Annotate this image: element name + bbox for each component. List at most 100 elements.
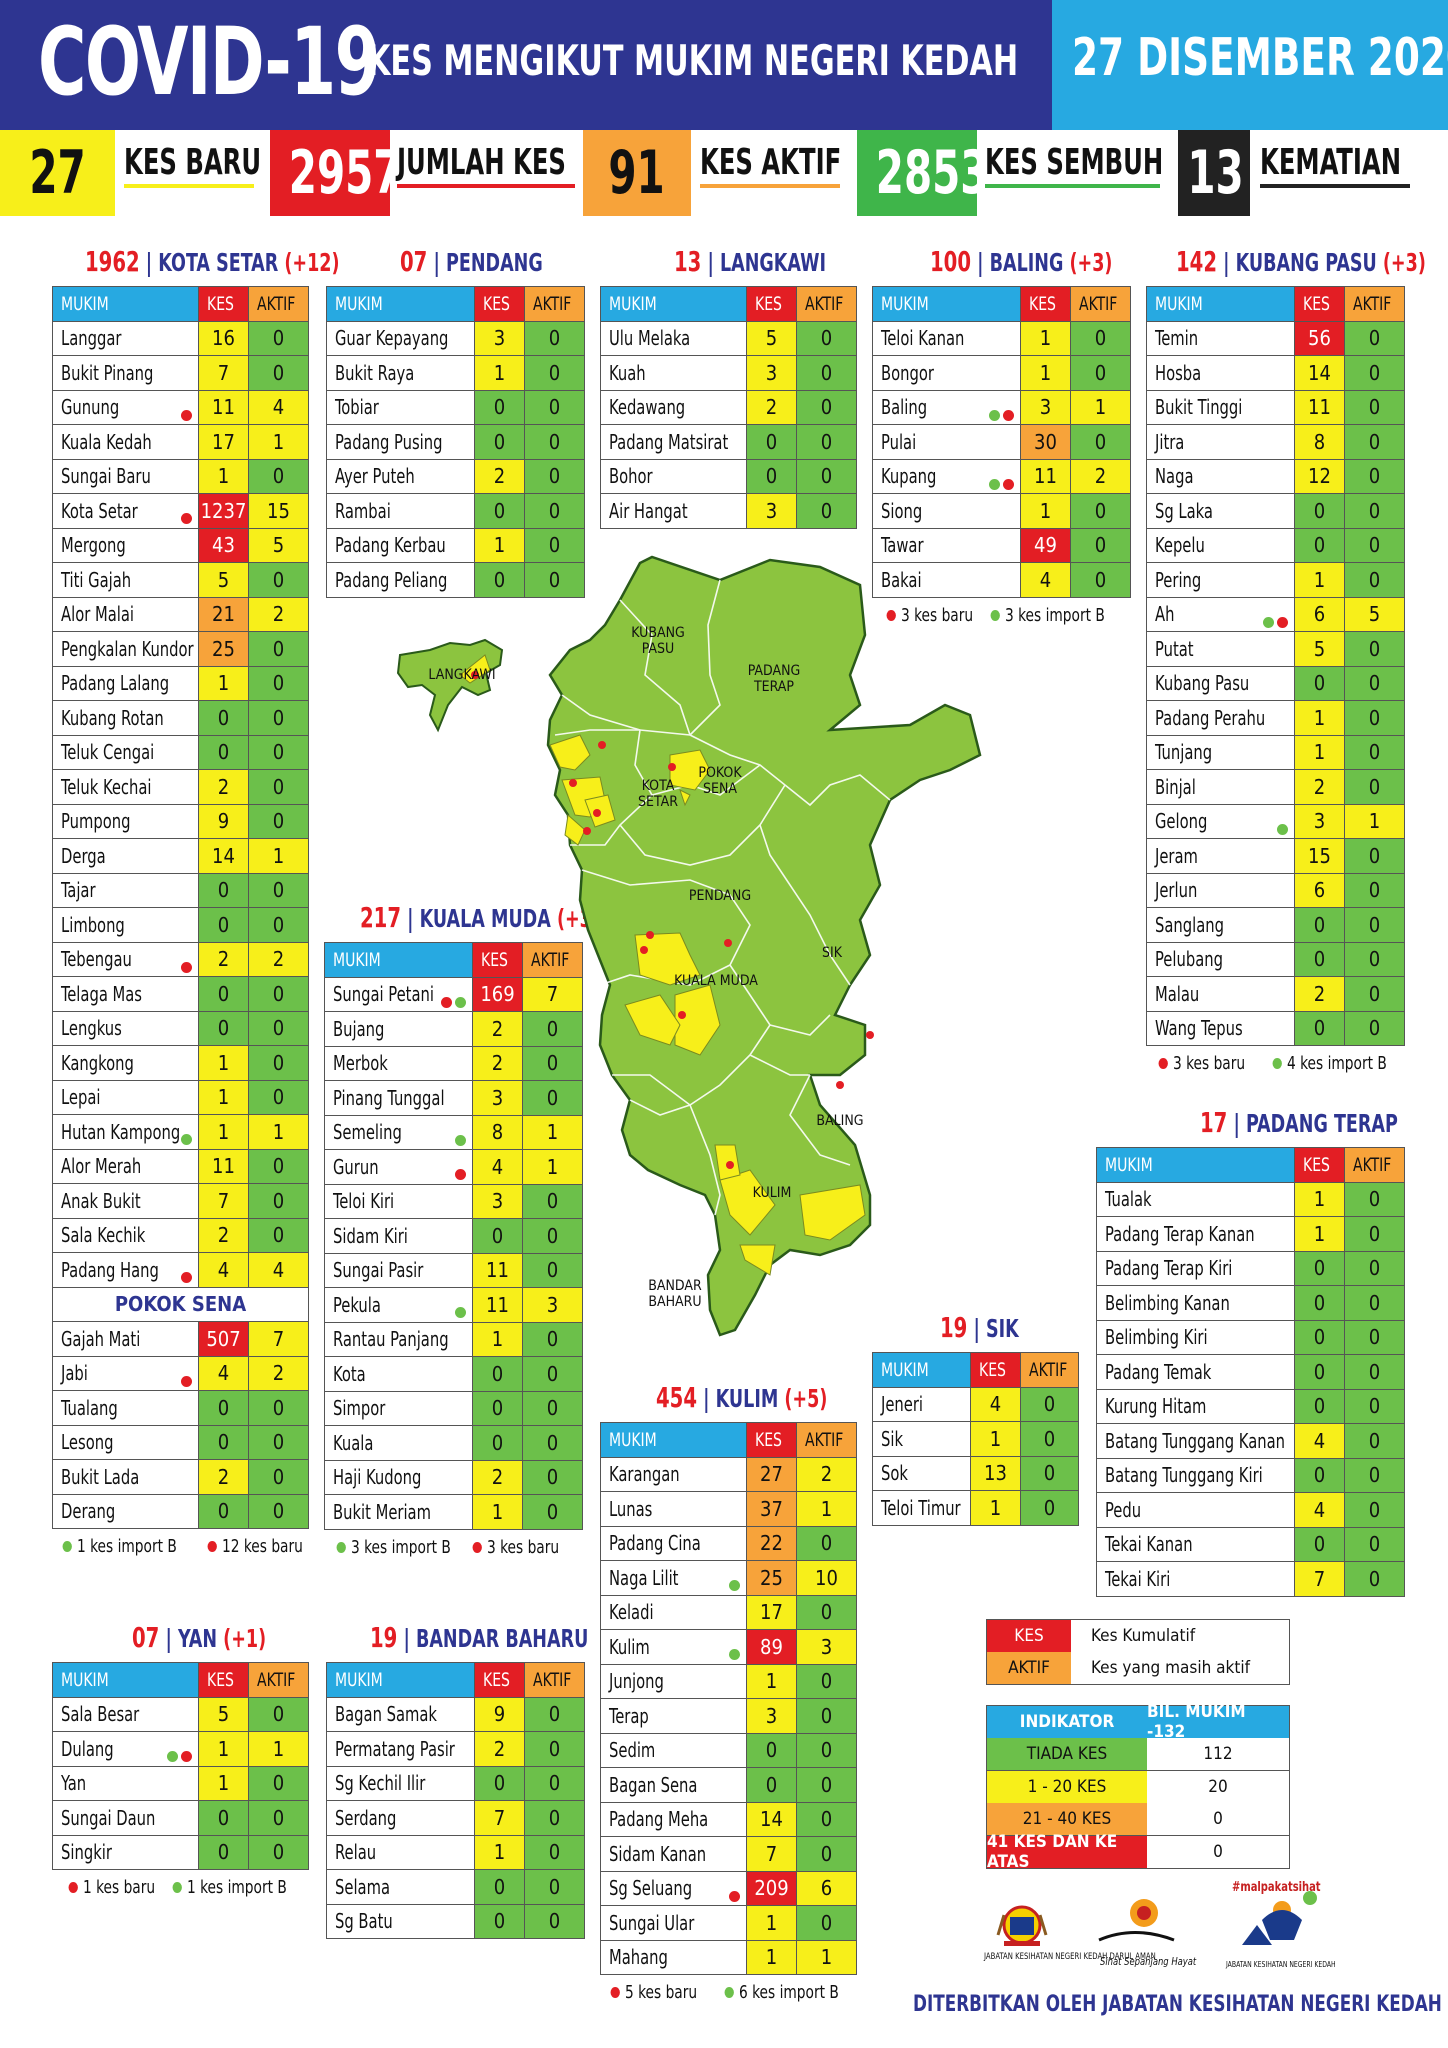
aktif-value: 0 <box>1344 941 1405 977</box>
kes-value: 0 <box>198 1390 249 1426</box>
mukim-name: Padang Hang <box>52 1252 199 1288</box>
kes-value: 0 <box>198 734 249 770</box>
table-row: Alor Merah 11 0 <box>52 1148 309 1184</box>
district-title-kubang_pasu: 142 | KUBANG PASU (+3) <box>1176 245 1426 278</box>
kes-value: 0 <box>198 1493 249 1529</box>
aktif-value: 0 <box>248 1493 309 1529</box>
aktif-value: 0 <box>522 1494 583 1530</box>
mukim-name: Bujang <box>324 1011 473 1047</box>
district-table-langkawi: MUKIM KES AKTIF Ulu Melaka 5 0 Kuah 3 0 Kedawang 2… <box>600 286 857 529</box>
aktif-value: 0 <box>1344 838 1405 874</box>
aktif-value: 0 <box>248 1045 309 1081</box>
aktif-value: 0 <box>524 458 585 494</box>
mukim-name: Kubang Pasu <box>1146 665 1295 701</box>
aktif-value: 0 <box>524 355 585 391</box>
table-row: Batang Tunggang Kanan 4 0 <box>1096 1423 1405 1459</box>
kes-value: 0 <box>1294 941 1345 977</box>
district-title-sik: 19 | SIK <box>940 1311 1019 1344</box>
indicator-value: 0 <box>1147 1835 1289 1868</box>
kes-value: 43 <box>198 527 249 563</box>
col-header-aktif: AKTIF <box>524 286 585 322</box>
mukim-name: Anak Bukit <box>52 1183 199 1219</box>
table-row: Bukit Lada 2 0 <box>52 1459 309 1495</box>
aktif-value: 0 <box>248 1765 309 1801</box>
mukim-name: Sedim <box>600 1732 747 1768</box>
aktif-value: 0 <box>796 1836 857 1872</box>
kes-value: 2 <box>472 1011 523 1047</box>
kes-value: 1237 <box>198 493 249 529</box>
kes-value: 15 <box>1294 838 1345 874</box>
mukim-name: Hosba <box>1146 355 1295 391</box>
kes-value: 4 <box>1294 1423 1345 1459</box>
mukim-name: Kupang <box>872 458 1021 494</box>
kes-value: 0 <box>198 1834 249 1870</box>
kes-value: 89 <box>746 1629 797 1665</box>
table-row: Sungai Daun 0 0 <box>52 1800 309 1836</box>
col-header-kes: KES <box>1294 286 1345 322</box>
map-label-langkawi: LANGKAWI <box>428 667 495 683</box>
aktif-value: 0 <box>1344 493 1405 529</box>
mukim-name: Junjong <box>600 1663 747 1699</box>
table-row: Kuala Kedah 17 1 <box>52 424 309 460</box>
table-row: Kubang Pasu 0 0 <box>1146 665 1405 701</box>
indicator-header-cell: INDIKATOR <box>987 1705 1147 1738</box>
aktif-value: 0 <box>1344 1010 1405 1046</box>
mukim-name: Teloi Timur <box>872 1490 971 1526</box>
map-case-dots <box>471 671 874 1169</box>
district-table-kota_setar: MUKIM KES AKTIF Langgar 16 0 Bukit Pinang 7 0 Gun… <box>52 286 309 1529</box>
table-row: Relau 1 0 <box>326 1834 585 1870</box>
indicator-header: INDIKATOR BIL. MUKIM -132 <box>986 1702 1290 1742</box>
kes-value: 11 <box>1020 458 1071 494</box>
table-row: Lunas 37 1 <box>600 1491 857 1527</box>
table-row: Derga 14 1 <box>52 838 309 874</box>
kes-value: 0 <box>1294 1526 1345 1562</box>
aktif-value: 0 <box>524 1800 585 1836</box>
map-label-kubang_pasu: KUBANG <box>631 625 685 641</box>
kes-value: 4 <box>970 1386 1021 1422</box>
mukim-name: Kubang Rotan <box>52 700 199 736</box>
table-row: Derang 0 0 <box>52 1493 309 1529</box>
table-row: Rambai 0 0 <box>326 493 585 529</box>
kes-value: 0 <box>472 1425 523 1461</box>
aktif-value: 0 <box>1344 1250 1405 1286</box>
col-header-kes: KES <box>1020 286 1071 322</box>
table-row: Lesong 0 0 <box>52 1424 309 1460</box>
table-row: Ulu Melaka 5 0 <box>600 320 857 356</box>
mukim-name: Derang <box>52 1493 199 1529</box>
kes-value: 3 <box>746 1698 797 1734</box>
mukim-name: Mergong <box>52 527 199 563</box>
mukim-name: Bongor <box>872 355 1021 391</box>
aktif-value: 1 <box>248 838 309 874</box>
indicator-header-cell: BIL. MUKIM -132 <box>1147 1702 1289 1742</box>
kes-value: 0 <box>746 458 797 494</box>
stat-label-0: KES BARU <box>124 138 261 188</box>
indicator-value: 112 <box>1147 1738 1289 1770</box>
mukim-name: Padang Meha <box>600 1801 747 1837</box>
aktif-value: 0 <box>1344 1319 1405 1355</box>
table-row: Tekai Kanan 0 0 <box>1096 1526 1405 1562</box>
col-header-aktif: AKTIF <box>1020 1352 1079 1388</box>
table-row: Terap 3 0 <box>600 1698 857 1734</box>
table-row: Jeram 15 0 <box>1146 838 1405 874</box>
kes-value: 1 <box>198 1079 249 1115</box>
aktif-value: 0 <box>1070 320 1131 356</box>
kes-value: 1 <box>970 1490 1021 1526</box>
mpks-caption: JABATAN KESIHATAN NEGERI KEDAH <box>1226 1960 1336 1969</box>
mukim-name: Padang Peliang <box>326 562 475 598</box>
stat-value-1: 2957 <box>270 130 401 216</box>
mukim-name: Tekai Kanan <box>1096 1526 1295 1562</box>
stats-bar: 27 KES BARU 2957 JUMLAH KES 91 KES AKTIF 2853 K… <box>0 130 1448 216</box>
aktif-value: 0 <box>1344 700 1405 736</box>
kes-value: 0 <box>1294 1388 1345 1424</box>
mukim-name: Bukit Meriam <box>324 1494 473 1530</box>
mukim-name: Ah <box>1146 596 1295 632</box>
mukim-name: Teluk Kechai <box>52 769 199 805</box>
aktif-value: 15 <box>248 493 309 529</box>
kes-value: 0 <box>1294 1010 1345 1046</box>
kes-value: 1 <box>198 1731 249 1767</box>
table-row: Sala Besar 5 0 <box>52 1696 309 1732</box>
malpakatsihat-logo <box>1242 1891 1317 1945</box>
kes-value: 5 <box>746 320 797 356</box>
table-row: Sala Kechik 2 0 <box>52 1217 309 1253</box>
